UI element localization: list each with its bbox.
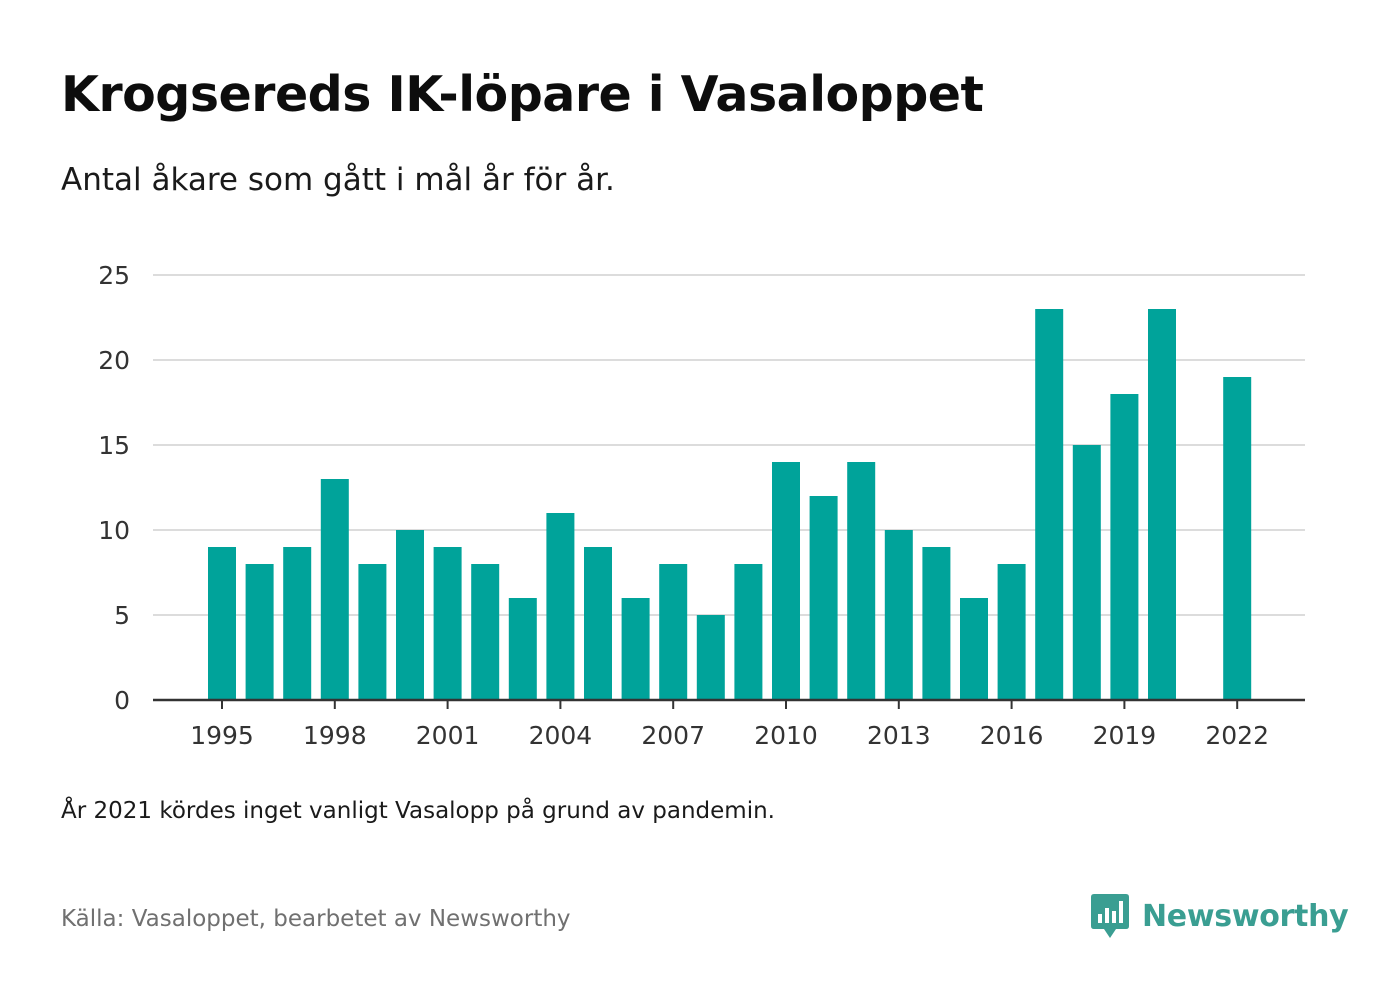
y-tick-label: 0 [114, 686, 130, 715]
chart-subtitle: Antal åkare som gått i mål år för år. [61, 162, 615, 198]
y-axis-ticks: 0 5 10 15 20 25 [98, 261, 130, 715]
x-tick-label: 1998 [303, 721, 367, 750]
chart-title: Krogsereds IK-löpare i Vasaloppet [61, 66, 984, 123]
y-tick-label: 10 [98, 516, 130, 545]
newsworthy-brand: Newsworthy [1090, 892, 1349, 940]
x-tick-label: 2010 [754, 721, 818, 750]
bar-2009 [734, 564, 763, 700]
bar-2020 [1148, 309, 1176, 700]
source-credit: Källa: Vasaloppet, bearbetet av Newswort… [61, 906, 571, 932]
bar-1997 [283, 547, 312, 700]
x-tick-label: 2022 [1205, 721, 1269, 750]
y-tick-label: 5 [114, 601, 130, 630]
bar-2004 [546, 513, 575, 700]
x-tick-label: 1995 [190, 721, 254, 750]
y-tick-label: 20 [98, 346, 130, 375]
bar-1995 [208, 547, 236, 700]
bar-2010 [772, 462, 800, 700]
x-tick-label: 2004 [529, 721, 593, 750]
bar-chart: 0 5 10 15 20 25 1995 1998 2001 2004 2007 2010 2013 2… [98, 261, 1305, 750]
bar-1999 [358, 564, 387, 700]
x-axis-ticks: 1995 1998 2001 2004 2007 2010 2013 2016 2019 2022 [190, 700, 1269, 750]
bar-2005 [584, 547, 612, 700]
x-tick-label: 2019 [1093, 721, 1157, 750]
footnote: År 2021 kördes inget vanligt Vasalopp på… [61, 798, 775, 824]
bar-1996 [245, 564, 274, 700]
bar-2022 [1223, 377, 1252, 700]
bar-1998 [320, 479, 349, 700]
newsworthy-logo-icon [1091, 894, 1129, 938]
y-tick-label: 25 [98, 261, 130, 290]
bar-2007 [659, 564, 688, 700]
bar-2002 [471, 564, 500, 700]
bar-2008 [696, 615, 725, 700]
bar-2011 [809, 496, 838, 700]
bar-2016 [997, 564, 1026, 700]
x-tick-label: 2001 [416, 721, 480, 750]
brand-name: Newsworthy [1142, 898, 1349, 934]
bar-2015 [960, 598, 988, 700]
bar-2019 [1110, 394, 1139, 700]
bar-2006 [621, 598, 650, 700]
x-tick-label: 2016 [980, 721, 1044, 750]
bar-2012 [847, 462, 876, 700]
x-tick-label: 2013 [867, 721, 931, 750]
bar-2014 [922, 547, 951, 700]
bar-2003 [508, 598, 537, 700]
bars [208, 309, 1252, 700]
bar-2000 [396, 530, 424, 700]
bar-2017 [1035, 309, 1064, 700]
y-tick-label: 15 [98, 431, 130, 460]
bar-2018 [1072, 445, 1101, 700]
x-tick-label: 2007 [641, 721, 705, 750]
bar-2013 [884, 530, 913, 700]
bar-2001 [433, 547, 462, 700]
